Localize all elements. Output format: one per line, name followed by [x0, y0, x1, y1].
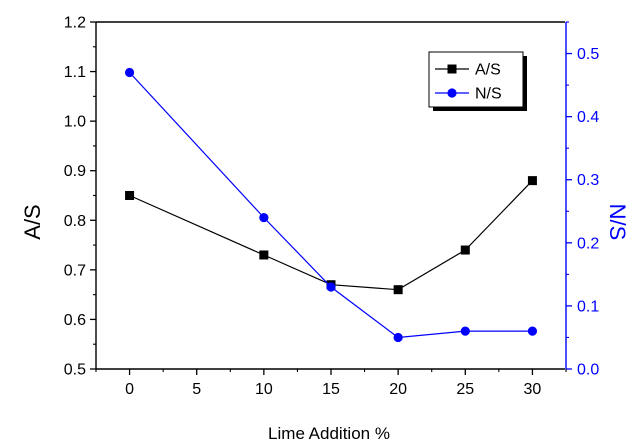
data-point-a-s [125, 191, 135, 200]
series-layer [124, 67, 538, 343]
x-axis-tick-label: 0 [125, 381, 134, 398]
legend-label-a-s: A/S [475, 62, 501, 79]
legend: A/S N/S [428, 51, 527, 111]
x-axis: 0 5 10 15 20 25 30 [95, 368, 567, 398]
x-axis-title: Lime Addition % [268, 424, 390, 443]
legend-label-n-s: N/S [475, 86, 502, 103]
right-axis-tick-label: 0.5 [577, 46, 599, 63]
data-point-n-s [527, 326, 538, 336]
right-axis-tick-label: 0.2 [577, 235, 599, 252]
data-point-n-s [460, 326, 470, 336]
left-y-axis-title: A/S [20, 204, 45, 239]
data-point-n-s [124, 67, 135, 78]
data-point-a-s [527, 176, 537, 186]
legend-marker-a-s [447, 64, 457, 74]
series-line-a-s [129, 180, 533, 291]
right-y-axis-title: N/S [605, 204, 630, 241]
left-axis-tick-label: 1.0 [64, 114, 86, 131]
data-point-n-s [326, 282, 336, 292]
left-axis-tick-label: 0.7 [64, 262, 86, 279]
legend-marker-n-s [447, 88, 457, 98]
data-point-n-s [259, 212, 269, 223]
x-axis-tick-label: 5 [192, 381, 201, 398]
left-axis-tick-label: 0.5 [64, 362, 86, 379]
right-axis-tick-label: 0.4 [577, 109, 599, 126]
right-y-axis: 0.0 0.1 0.2 0.3 0.4 0.5 [565, 21, 599, 379]
left-axis-tick-label: 1.1 [64, 64, 86, 81]
left-axis-tick-label: 0.8 [64, 213, 86, 230]
series-line-n-s [129, 72, 533, 339]
x-axis-tick-label: 10 [255, 381, 273, 398]
left-axis-tick-label: 1.2 [64, 15, 86, 32]
data-point-a-s [393, 285, 403, 295]
left-y-axis: 0.5 0.6 0.7 0.8 0.9 1.0 1.1 1.2 [64, 15, 97, 379]
right-axis-tick-label: 0.3 [577, 172, 599, 189]
x-axis-tick-label: 25 [456, 381, 474, 398]
data-point-a-s [460, 245, 470, 255]
x-axis-tick-label: 15 [322, 381, 340, 398]
x-axis-tick-label: 30 [524, 381, 542, 398]
right-axis-tick-label: 0.0 [577, 362, 599, 379]
left-axis-tick-label: 0.9 [64, 163, 86, 180]
data-point-a-s [259, 250, 269, 260]
right-axis-tick-label: 0.1 [577, 298, 599, 315]
x-axis-tick-label: 20 [389, 381, 407, 398]
left-axis-tick-label: 0.6 [64, 312, 86, 329]
legend-box [428, 51, 524, 108]
data-point-n-s [393, 332, 403, 343]
